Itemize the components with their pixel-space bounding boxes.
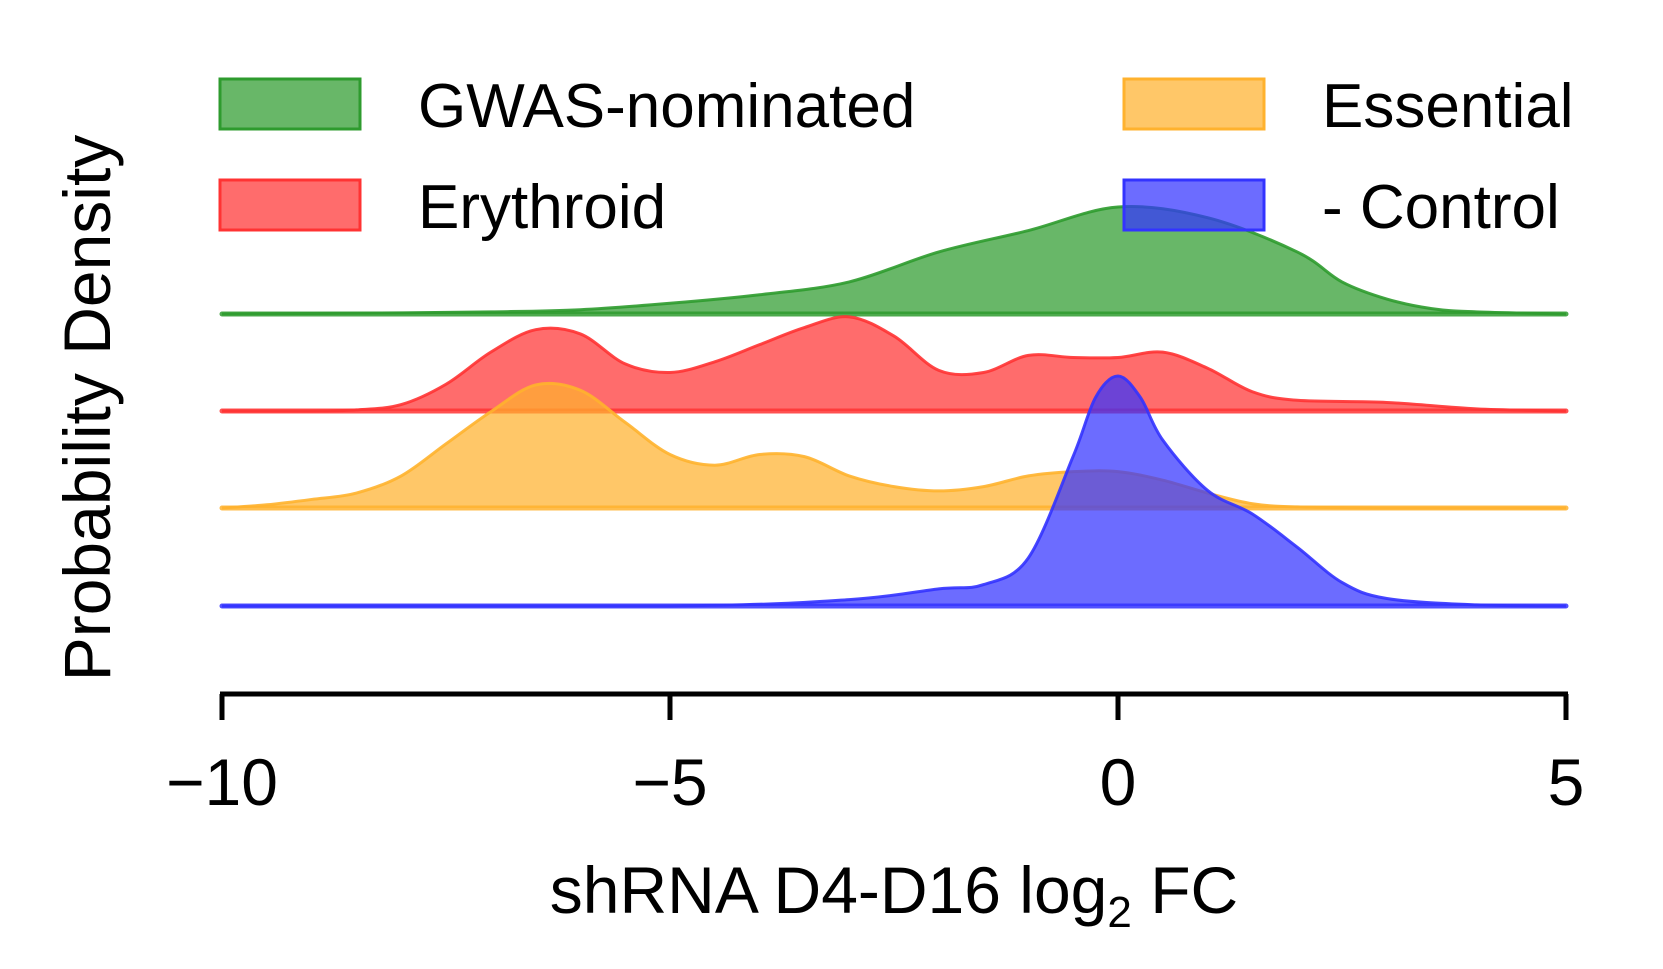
legend-entry-control: - Control xyxy=(1122,173,1560,242)
x-axis-label-subscript: 2 xyxy=(1107,888,1131,937)
legend-label-gwas-nominated: GWAS-nominated xyxy=(418,72,915,141)
ridge-gwas-nominated xyxy=(219,205,1569,317)
ridge-control xyxy=(219,374,1569,609)
legend-label-essential: Essential xyxy=(1322,72,1574,141)
x-tick-label: −10 xyxy=(166,745,278,819)
x-tick-label: −5 xyxy=(632,745,707,819)
legend-swatch-gwas-nominated xyxy=(218,77,362,131)
legend-swatch-essential xyxy=(1122,77,1266,131)
ridge-erythroid xyxy=(219,315,1569,414)
legend-entry-gwas-nominated: GWAS-nominated xyxy=(218,72,915,141)
density-line-erythroid xyxy=(221,315,1567,413)
x-tick-label: 0 xyxy=(1100,745,1137,819)
legend-entry-erythroid: Erythroid xyxy=(218,173,666,242)
x-axis-label: shRNA D4-D16 log2 FC xyxy=(550,853,1238,937)
legend-label-control: - Control xyxy=(1322,173,1560,242)
y-axis-label: Probability Density xyxy=(50,135,124,682)
legend-swatch-erythroid xyxy=(218,178,362,232)
density-ridges xyxy=(219,205,1569,609)
density-area-gwas-nominated xyxy=(222,206,1566,314)
legend-entry-essential: Essential xyxy=(1122,72,1574,141)
density-line-control xyxy=(222,374,1567,608)
density-area-essential xyxy=(222,383,1566,508)
x-axis-ticks: −10 −5 0 5 xyxy=(166,694,1584,819)
legend-label-erythroid: Erythroid xyxy=(418,173,666,242)
x-axis: −10 −5 0 5 xyxy=(166,691,1584,819)
density-area-control xyxy=(222,375,1566,606)
x-axis-label-main: shRNA D4-D16 log xyxy=(550,853,1108,927)
ridge-essential xyxy=(219,381,1569,511)
density-line-essential xyxy=(221,381,1566,510)
x-axis-label-suffix: FC xyxy=(1132,853,1238,927)
legend-swatch-control xyxy=(1122,178,1266,232)
legend: GWAS-nominated Erythroid Essential - Contro… xyxy=(218,72,1574,242)
x-tick-label: 5 xyxy=(1548,745,1585,819)
